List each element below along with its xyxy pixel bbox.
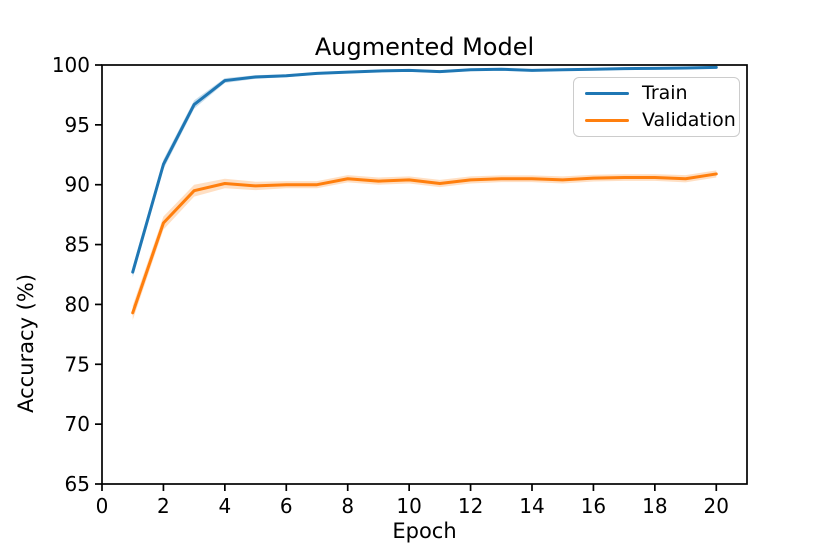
x-tick-label: 16	[581, 494, 606, 518]
validation-band	[132, 170, 717, 320]
legend-label: Validation	[642, 109, 736, 131]
x-tick-label: 10	[396, 494, 421, 518]
y-axis-label-text: Accuracy (%)	[14, 273, 38, 413]
legend-line-swatch	[585, 119, 629, 122]
y-tick-label: 80	[65, 292, 90, 316]
train-line	[131, 65, 718, 274]
x-tick-label: 18	[642, 494, 667, 518]
x-tick-label: 4	[218, 494, 231, 518]
y-tick-label: 95	[65, 113, 90, 137]
plot-border	[101, 64, 748, 485]
validation-line	[131, 172, 718, 315]
x-tick-label: 0	[96, 494, 109, 518]
x-tick-label: 20	[704, 494, 729, 518]
y-tick-label: 75	[65, 352, 90, 376]
y-tick-label: 70	[65, 412, 90, 436]
y-tick-label: 90	[65, 173, 90, 197]
x-tick-label: 8	[341, 494, 354, 518]
y-tick-label: 85	[65, 233, 90, 257]
legend-item-train: Train	[585, 84, 739, 104]
legend-label: Train	[642, 82, 688, 104]
x-tick-label: 14	[519, 494, 544, 518]
legend: Train Validation	[573, 77, 740, 137]
x-tick-label: 6	[280, 494, 293, 518]
x-tick-label: 12	[458, 494, 483, 518]
legend-item-validation: Validation	[585, 111, 739, 131]
x-tick-label: 2	[157, 494, 170, 518]
legend-line-swatch	[585, 92, 629, 95]
x-axis-label: Epoch	[392, 519, 457, 543]
chart-title: Augmented Model	[314, 33, 535, 61]
y-tick-label: 100	[52, 53, 90, 77]
y-tick-label: 65	[65, 472, 90, 496]
